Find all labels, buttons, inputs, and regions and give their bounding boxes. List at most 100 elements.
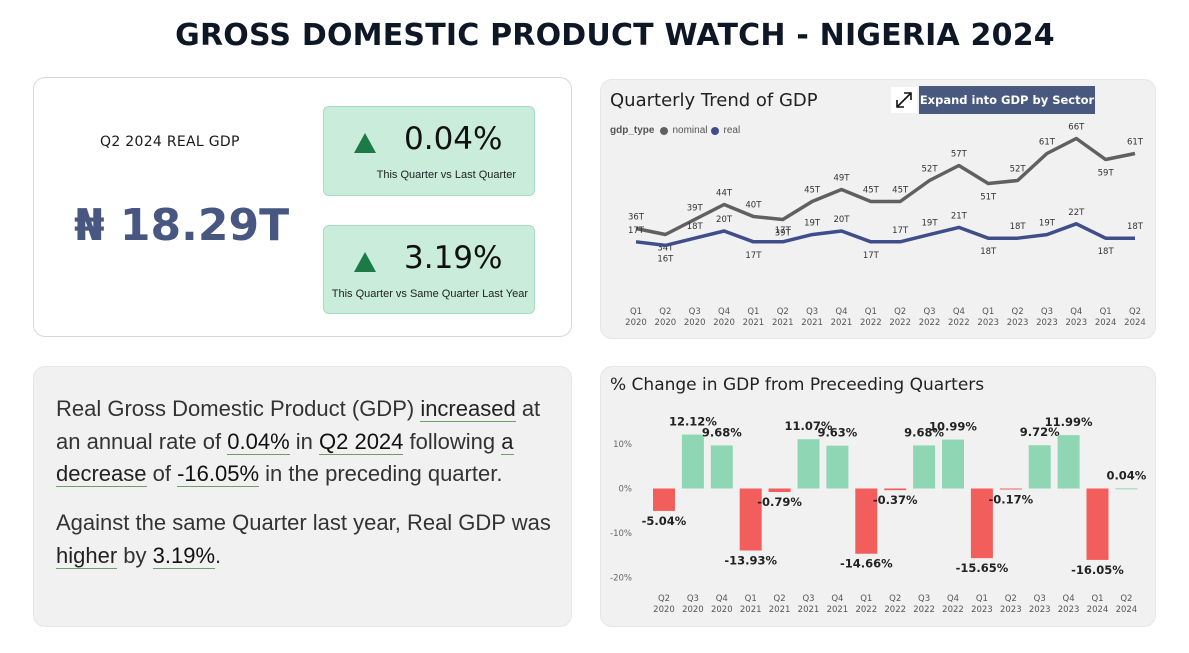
kpi-card: Q2 2024 REAL GDP ₦ 18.29T 0.04% This Qua… (33, 77, 572, 337)
x-tick-label: Q4 2022 (948, 307, 970, 328)
data-label-nominal: 49T (833, 174, 850, 184)
data-label-real: 18T (1098, 247, 1115, 257)
data-label-real: 18T (980, 247, 997, 257)
bar-data-label: -5.04% (642, 514, 687, 528)
x-tick-label: Q1 2023 (971, 594, 993, 615)
data-label-nominal: 45T (804, 186, 821, 196)
trend-legend: gdp_type nominal real (610, 125, 740, 136)
bar-8 (884, 488, 907, 491)
series-line-real (635, 222, 1135, 248)
x-tick-label: Q2 2024 (1124, 307, 1146, 328)
data-label-nominal: 59T (1098, 169, 1115, 179)
x-tick-label: Q3 2022 (913, 594, 935, 615)
data-label-nominal: 39T (775, 229, 792, 239)
x-tick-label: Q4 2021 (831, 307, 853, 328)
bar-data-label: -13.93% (724, 553, 777, 567)
summary-highlight: -16.05% (177, 461, 260, 487)
qoq-change-value: 0.04% (404, 121, 503, 157)
x-tick-label: Q4 2021 (827, 594, 849, 615)
bar-9 (913, 445, 936, 489)
summary-text: Against the same Quarter last year, Real… (56, 510, 551, 535)
data-label-real: 18T (1010, 222, 1027, 232)
x-tick-label: Q1 2024 (1087, 594, 1109, 615)
data-label-real: 20T (833, 215, 850, 225)
summary-paragraph-year: Against the same Quarter last year, Real… (56, 507, 556, 572)
yoy-change-value: 3.19% (404, 240, 503, 276)
change-chart-title: % Change in GDP from Preceeding Quarters (610, 375, 985, 395)
data-label-nominal: 61T (1127, 138, 1144, 148)
x-tick-label: Q2 2020 (655, 307, 677, 328)
data-label-nominal: 45T (892, 186, 909, 196)
x-tick-label: Q1 2024 (1095, 307, 1117, 328)
data-label-real: 17T (745, 251, 762, 261)
data-label-nominal: 66T (1068, 123, 1085, 133)
bar-data-label: 0.04% (1106, 468, 1146, 482)
bar-10 (942, 439, 964, 489)
data-label-nominal: 40T (745, 201, 762, 211)
data-label-real: 19T (804, 219, 821, 229)
bar-16 (1115, 488, 1138, 490)
page-title: GROSS DOMESTIC PRODUCT WATCH - NIGERIA 2… (175, 18, 1055, 53)
data-label-nominal: 61T (1039, 138, 1056, 148)
legend-real-swatch (711, 126, 720, 135)
data-label-real: 18T (1127, 222, 1144, 232)
bar-12 (999, 488, 1022, 490)
bar-11 (970, 488, 993, 559)
x-tick-label: Q3 2021 (798, 594, 820, 615)
bar-data-label: 9.63% (817, 426, 857, 440)
data-label-real: 18T (687, 222, 704, 232)
x-tick-label: Q4 2022 (942, 594, 964, 615)
bar-2 (710, 445, 733, 489)
summary-text: in (289, 428, 319, 454)
trend-chart-title: Quarterly Trend of GDP (610, 90, 818, 111)
legend-real-label[interactable]: real (723, 125, 741, 136)
bar-data-label: -16.05% (1071, 563, 1124, 577)
bar-data-label: 10.99% (929, 420, 977, 434)
qoq-change-box: 0.04% This Quarter vs Last Quarter (323, 106, 535, 196)
bar-14 (1057, 435, 1080, 489)
x-tick-label: Q2 2023 (1000, 594, 1022, 615)
summary-card: Real Gross Domestic Product (GDP) increa… (33, 366, 572, 627)
x-tick-label: Q4 2023 (1065, 307, 1087, 328)
change-chart-card: 10% 0% -10% -20% -5.04% 12.12% 9.68% -13.93% -0.… (600, 366, 1156, 627)
bar-data-label: -0.37% (873, 493, 918, 507)
data-label-real: 22T (1068, 208, 1085, 218)
expand-gdp-by-sector-button[interactable]: Expand into GDP by Sector (919, 86, 1095, 114)
x-tick-label: Q2 2021 (772, 307, 794, 328)
bar-data-label: 11.99% (1045, 415, 1093, 429)
data-label-real: 16T (657, 254, 674, 264)
y-tick-label: 10% (613, 440, 632, 450)
data-label-real: 17T (863, 251, 880, 261)
yoy-change-caption: This Quarter vs Same Quarter Last Year (331, 288, 528, 300)
x-tick-label: Q2 2020 (653, 594, 675, 615)
summary-highlight: higher (56, 542, 118, 569)
x-tick-label: Q1 2023 (977, 307, 999, 328)
summary-highlight: a decrease (56, 428, 514, 487)
data-label-nominal: 44T (716, 189, 733, 199)
x-tick-label: Q3 2021 (801, 307, 823, 328)
x-tick-label: Q1 2022 (860, 307, 882, 328)
y-tick-label: -20% (610, 574, 632, 584)
data-label-real: 17T (628, 226, 645, 236)
bar-data-label: 11.07% (785, 419, 833, 433)
yoy-change-box: 3.19% This Quarter vs Same Quarter Last … (323, 225, 535, 314)
x-tick-label: Q1 2022 (855, 594, 877, 615)
bar-13 (1028, 445, 1051, 489)
x-tick-label: Q3 2023 (1036, 307, 1058, 328)
summary-text: of (146, 461, 178, 486)
legend-nominal-swatch (660, 126, 669, 135)
data-label-real: 21T (951, 211, 968, 221)
x-tick-label: Q3 2020 (682, 594, 704, 615)
bar-data-label: 9.68% (904, 425, 944, 439)
legend-nominal-label[interactable]: nominal (672, 125, 708, 136)
bar-7 (855, 488, 878, 554)
bar-1 (681, 434, 704, 489)
bar-data-label: -14.66% (840, 557, 893, 571)
up-arrow-icon (354, 252, 376, 272)
bar-data-label: 9.68% (702, 425, 742, 439)
data-label-real: 19T (922, 219, 939, 229)
x-tick-label: Q2 2024 (1116, 594, 1138, 615)
summary-highlight: Q2 2024 (319, 428, 404, 455)
y-tick-label: -10% (610, 529, 632, 539)
expand-arrows-icon[interactable] (891, 87, 917, 113)
